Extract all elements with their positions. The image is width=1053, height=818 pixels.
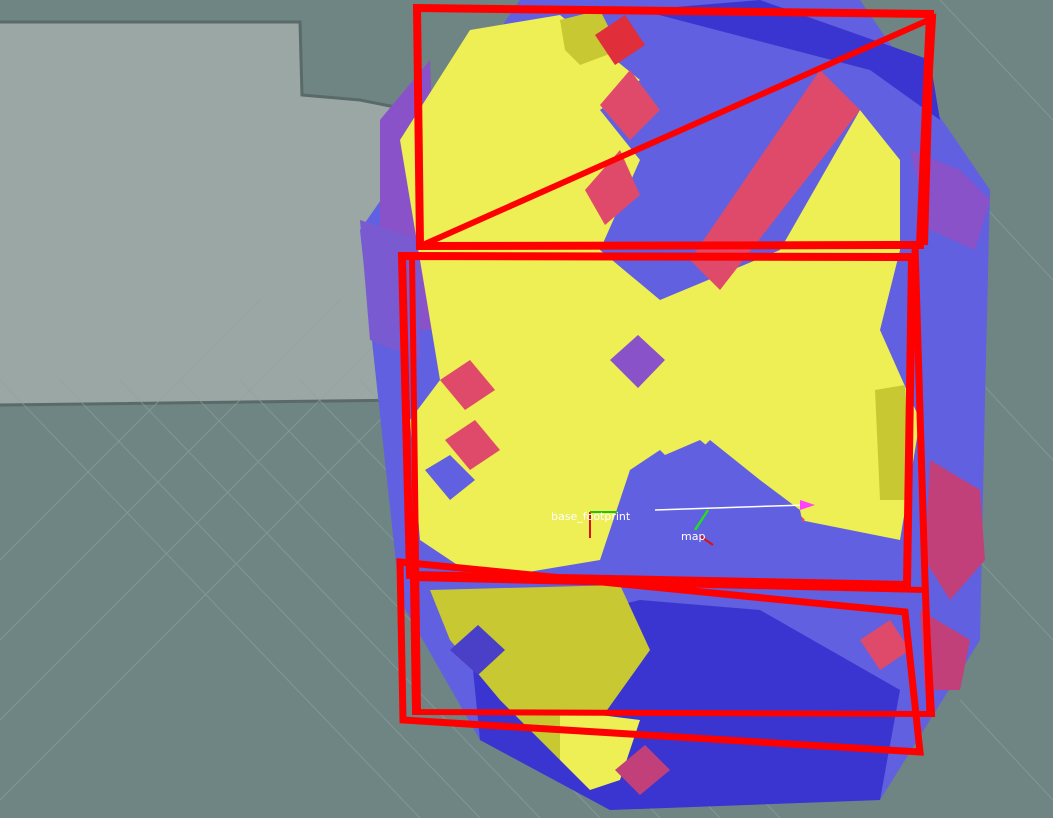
- costmap-lethal-left-1: [440, 360, 495, 410]
- footprint-2: [397, 251, 917, 590]
- map-axis-y: [693, 509, 710, 531]
- costmap-obstacle-bottom-blue: [450, 625, 505, 675]
- costmap-lethal-stripe-3: [600, 70, 660, 140]
- known-free-edge: [0, 20, 411, 407]
- footprint-1: [412, 3, 935, 251]
- footprint-1-diagonal: [423, 13, 937, 247]
- costmap-free-main: [400, 15, 920, 580]
- costmap-obstacle-center: [610, 335, 665, 388]
- costmap-lethal-spot-top: [595, 15, 645, 65]
- base-footprint-label: base_footprint: [551, 510, 631, 523]
- costmap-obstacle-left-blue: [425, 455, 475, 500]
- costmap-lethal-lower-right: [860, 620, 910, 670]
- goal-arrow: [654, 500, 815, 511]
- costmap-lethal-left-2: [445, 420, 500, 470]
- footprint-overlays: [396, 3, 937, 756]
- costmap-lethal-stripe-1: [690, 70, 860, 290]
- known-free-region: [0, 22, 410, 405]
- costmap-obstacle-edge-right: [875, 385, 910, 500]
- goal-arrow-shaft: [654, 504, 806, 511]
- footprint-3-left-edge: [409, 254, 421, 713]
- costmap-lethal-bottom: [615, 745, 670, 795]
- tf-frame-base-footprint: base_footprint: [551, 510, 631, 538]
- map-axis-x: [699, 535, 714, 546]
- costmap-obstacle-edge-top: [560, 10, 620, 65]
- costmap-lethal-stripe-2: [585, 150, 640, 225]
- footprint-4: [409, 574, 936, 718]
- tf-frame-map: map: [681, 509, 714, 546]
- costmap-fringe-right-2: [925, 460, 985, 600]
- map-label: map: [681, 530, 705, 543]
- goal-arrow-head: [800, 500, 815, 510]
- footprint-3: [396, 558, 924, 756]
- costmap-layer: [360, 0, 990, 810]
